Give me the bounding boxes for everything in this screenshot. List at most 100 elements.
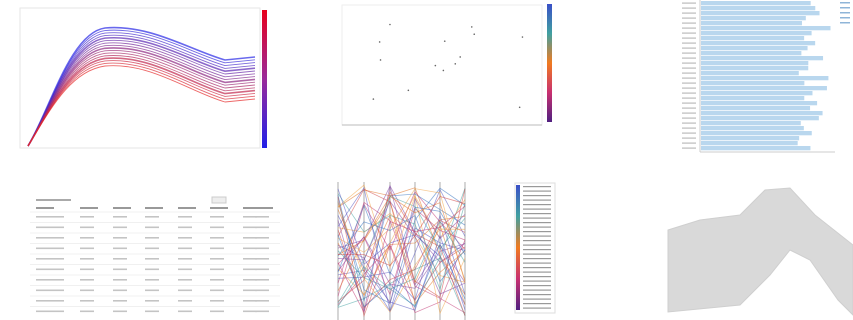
cell [80, 279, 94, 281]
series-line [337, 190, 466, 316]
cell [178, 310, 192, 313]
series-line [337, 205, 466, 314]
legend-label [523, 307, 551, 309]
legend-label [523, 217, 551, 219]
bar [701, 36, 805, 41]
cell [178, 258, 192, 260]
cell [113, 237, 127, 239]
legend-label [523, 298, 551, 300]
cell [243, 247, 257, 250]
series-line [337, 220, 466, 307]
cell [145, 237, 159, 239]
bar [701, 131, 812, 136]
cell [210, 289, 224, 292]
cell [80, 226, 94, 229]
legend-entry [840, 22, 850, 24]
cell [80, 310, 94, 313]
series-line [337, 202, 466, 313]
legend-box [514, 182, 556, 314]
cell [145, 258, 159, 260]
cell [80, 237, 94, 239]
legend-label [523, 249, 551, 251]
series-line [337, 188, 466, 308]
legend-entry [840, 2, 850, 4]
cell [210, 216, 224, 218]
bar [701, 11, 820, 16]
cell [36, 247, 64, 250]
cell [145, 226, 159, 229]
y-tick-label [682, 2, 696, 4]
y-tick-label [682, 47, 696, 49]
legend-label [523, 222, 551, 224]
y-tick-label [682, 82, 696, 84]
bar [701, 56, 824, 61]
cell [210, 247, 224, 250]
cell [145, 279, 159, 281]
bar [701, 146, 811, 151]
bar [701, 111, 823, 116]
cell [145, 310, 159, 313]
bar [701, 46, 808, 51]
legend-entry [840, 7, 850, 9]
cell [80, 258, 94, 260]
cell [255, 216, 269, 218]
cell [210, 279, 224, 281]
series-line [337, 234, 466, 308]
cell [255, 237, 269, 239]
line [27, 62, 256, 147]
cell [243, 289, 257, 292]
series-line [337, 215, 466, 283]
cell [210, 310, 224, 313]
bar [701, 26, 831, 31]
point [434, 64, 437, 67]
thumbnail-bar-chart[interactable] [682, 0, 850, 153]
point [521, 36, 524, 38]
point [442, 69, 445, 72]
cell [113, 247, 127, 250]
y-tick-label [682, 27, 696, 29]
cell [178, 300, 192, 302]
line [27, 65, 256, 147]
bar [701, 16, 806, 21]
cell [80, 268, 94, 271]
thumbnail-line-chart[interactable] [19, 7, 267, 149]
cell [113, 258, 127, 260]
series-line [337, 195, 466, 292]
cell [113, 226, 127, 229]
header-button [211, 196, 227, 204]
cell [36, 310, 64, 313]
thumbnail-table[interactable] [30, 196, 280, 313]
legend-swatches [516, 185, 520, 310]
point [473, 33, 476, 36]
point [372, 98, 375, 100]
cell [210, 258, 224, 260]
legend-label [523, 235, 551, 237]
bar [701, 31, 812, 36]
point [389, 23, 391, 26]
cell [255, 289, 269, 292]
cell [145, 300, 159, 302]
cell [145, 216, 159, 218]
area-shape [667, 187, 853, 316]
cell [113, 268, 127, 271]
legend-label [523, 262, 551, 264]
y-tick-label [682, 117, 696, 119]
thumbnail-parallel-coordinates[interactable] [337, 182, 556, 320]
cell [145, 268, 159, 271]
thumbnail-scatter[interactable] [341, 4, 552, 126]
y-tick-label [682, 107, 696, 109]
y-tick-label [682, 87, 696, 89]
y-tick-label [682, 12, 696, 14]
bar [701, 6, 816, 11]
legend-label [523, 208, 551, 210]
cell [145, 289, 159, 292]
thumbnail-area-shape[interactable] [667, 187, 853, 316]
y-tick-label [682, 142, 696, 144]
cell [113, 289, 127, 292]
cell [80, 247, 94, 250]
cell [243, 258, 257, 260]
legend-label [523, 271, 551, 273]
cell [80, 289, 94, 292]
cell [243, 310, 257, 313]
line [27, 60, 256, 147]
